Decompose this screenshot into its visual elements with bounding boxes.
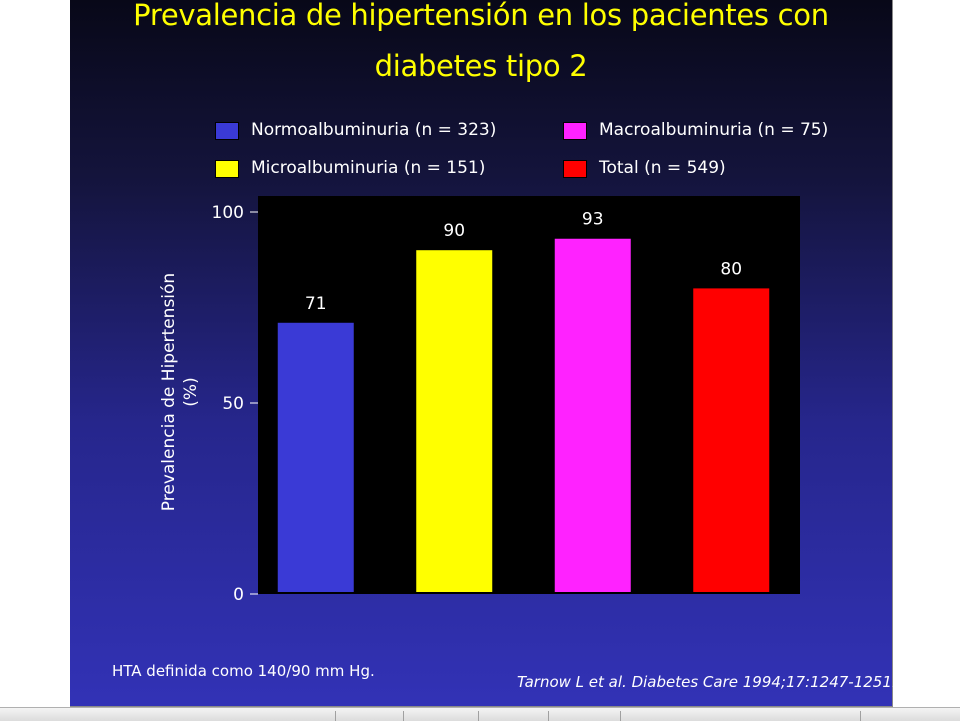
footnote-definition: HTA definida como 140/90 mm Hg. (112, 662, 375, 680)
y-tick-label: 0 (233, 585, 244, 605)
title-line-1: Prevalencia de hipertensión en los pacie… (133, 0, 829, 32)
bar-0 (277, 322, 354, 592)
bar-2 (554, 238, 631, 593)
bar-value-label: 90 (443, 221, 465, 241)
strip-divider (403, 711, 404, 721)
legend-label: Total (n = 549) (599, 158, 726, 178)
title-line-2: diabetes tipo 2 (374, 49, 588, 83)
strip-divider (548, 711, 549, 721)
strip-divider (335, 711, 336, 721)
strip-divider (860, 711, 861, 721)
right-margin (893, 0, 960, 720)
legend-label: Normoalbuminuria (n = 323) (251, 120, 497, 140)
legend-swatch (215, 122, 239, 140)
legend-label: Macroalbuminuria (n = 75) (599, 120, 829, 140)
footnote-citation: Tarnow L et al. Diabetes Care 1994;17:12… (517, 673, 897, 691)
legend-label: Microalbuminuria (n = 151) (251, 158, 486, 178)
strip-divider (620, 711, 621, 721)
strip-divider (478, 711, 479, 721)
bar-value-label: 93 (582, 210, 604, 230)
left-margin (0, 0, 70, 720)
bar-value-label: 80 (720, 259, 742, 279)
legend-swatch (563, 160, 587, 178)
bar-1 (416, 250, 493, 592)
legend-swatch (563, 122, 587, 140)
bar-3 (693, 288, 770, 592)
y-tick-label: 50 (222, 394, 244, 414)
bottom-status-strip (0, 707, 960, 721)
legend-swatch (215, 160, 239, 178)
bar-value-label: 71 (305, 294, 327, 314)
y-tick-label: 100 (212, 203, 244, 223)
